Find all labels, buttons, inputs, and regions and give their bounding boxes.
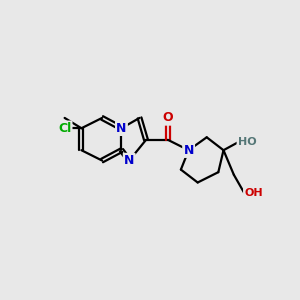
Text: N: N bbox=[116, 122, 127, 135]
Text: OH: OH bbox=[244, 188, 263, 198]
Text: O: O bbox=[163, 111, 173, 124]
Text: Cl: Cl bbox=[58, 122, 71, 135]
Text: N: N bbox=[124, 154, 134, 167]
Text: N: N bbox=[183, 144, 194, 157]
Text: HO: HO bbox=[238, 137, 256, 148]
